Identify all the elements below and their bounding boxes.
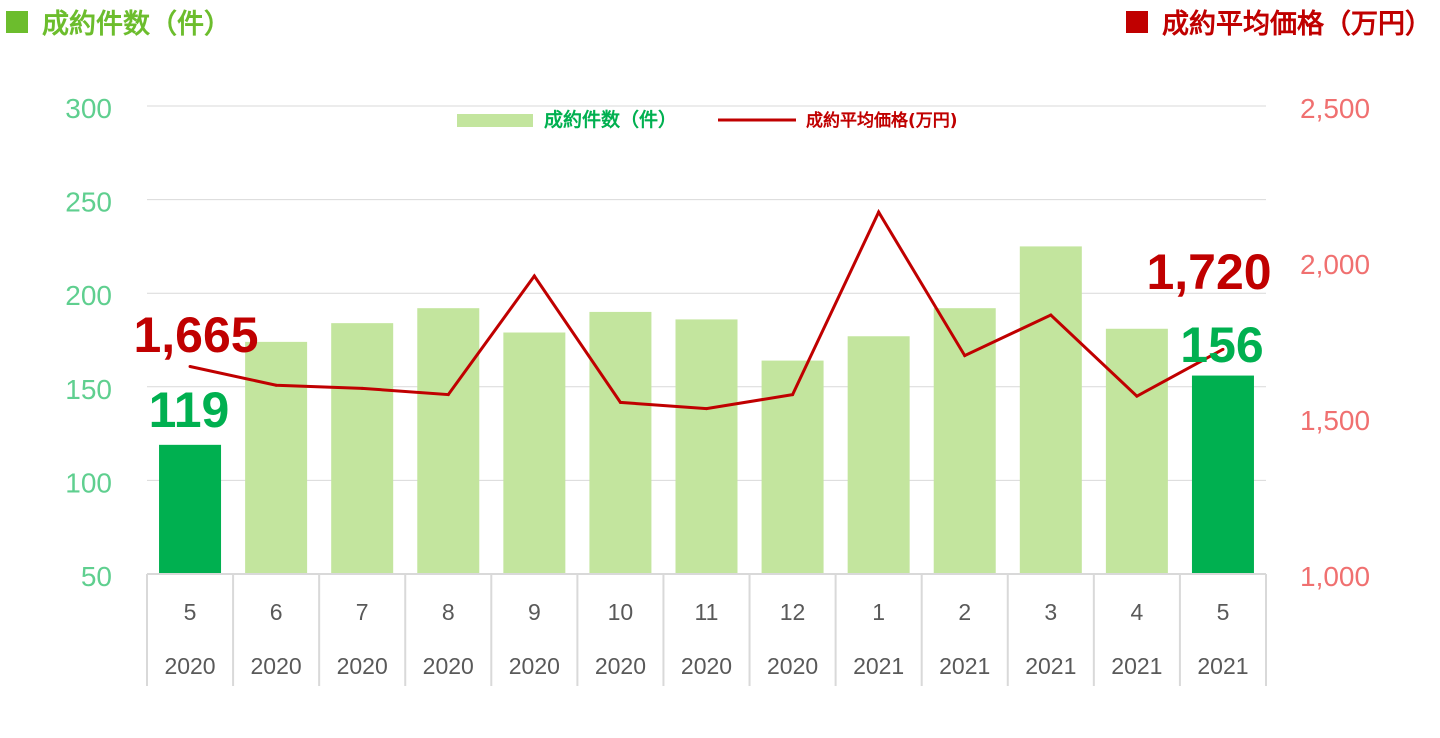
category-year-label: 2021	[853, 653, 904, 679]
bar	[503, 332, 566, 574]
category-year-label: 2020	[164, 653, 215, 679]
right-axis-header-text: 成約平均価格（万円）	[1162, 9, 1432, 40]
price-line-point	[446, 393, 450, 397]
right-axis-tick-label: 2,500	[1300, 93, 1370, 124]
left-axis-tick-label: 150	[65, 374, 112, 405]
left-axis-header-text: 成約件数（件）	[42, 9, 231, 40]
category-month-label: 5	[184, 599, 197, 625]
left-axis-header: 成約件数（件）	[6, 2, 231, 41]
bar	[1105, 328, 1168, 574]
left-axis-tick-label: 100	[65, 467, 112, 498]
legend-bar-label: 成約件数（件）	[544, 108, 677, 131]
category-year-label: 2020	[337, 653, 388, 679]
price-line-point	[1049, 313, 1053, 317]
category-month-label: 9	[528, 599, 541, 625]
bar	[933, 308, 996, 574]
right-axis-tick-label: 1,000	[1300, 561, 1370, 592]
category-year-label: 2020	[251, 653, 302, 679]
category-month-label: 4	[1130, 599, 1143, 625]
bar	[675, 319, 738, 574]
left-axis-tick-label: 300	[65, 93, 112, 124]
category-year-label: 2020	[767, 653, 818, 679]
legend-bar-swatch	[457, 114, 533, 127]
bar	[847, 336, 910, 574]
bar	[417, 308, 480, 574]
bar-highlight	[159, 444, 222, 574]
right-axis-tick-label: 2,000	[1300, 249, 1370, 280]
price-line-point	[618, 400, 622, 404]
annotation-first-count: 119	[149, 382, 230, 438]
category-month-label: 5	[1217, 599, 1230, 625]
category-year-label: 2021	[1197, 653, 1248, 679]
category-month-label: 12	[780, 599, 806, 625]
price-line-point	[963, 354, 967, 358]
category-month-label: 10	[608, 599, 634, 625]
annotation-first-price: 1,665	[133, 307, 258, 363]
left-axis-tick-label: 200	[65, 280, 112, 311]
category-month-label: 1	[872, 599, 885, 625]
price-line-point	[1221, 347, 1225, 351]
category-month-label: 7	[356, 599, 369, 625]
category-year-label: 2020	[509, 653, 560, 679]
left-axis-tick-label: 50	[81, 561, 112, 592]
price-line-point	[274, 383, 278, 387]
category-year-label: 2021	[939, 653, 990, 679]
bar-highlight	[1191, 375, 1254, 574]
bar	[1019, 246, 1082, 574]
bar	[331, 323, 394, 574]
right-axis-header: 成約平均価格（万円）	[1126, 2, 1432, 41]
category-month-label: 3	[1044, 599, 1057, 625]
green-square-icon	[6, 10, 28, 33]
annotation-last-count: 156	[1180, 317, 1263, 373]
category-year-label: 2021	[1025, 653, 1076, 679]
category-year-label: 2021	[1111, 653, 1162, 679]
price-line-point	[877, 210, 881, 214]
category-month-label: 8	[442, 599, 455, 625]
category-year-label: 2020	[595, 653, 646, 679]
category-month-label: 2	[958, 599, 971, 625]
price-line-point	[705, 407, 708, 411]
price-line-point	[791, 393, 795, 397]
legend-line-label: 成約平均価格(万円)	[806, 110, 958, 131]
bar	[589, 311, 652, 574]
annotation-last-price: 1,720	[1146, 244, 1271, 300]
category-month-label: 6	[270, 599, 283, 625]
bar	[761, 360, 824, 574]
price-line-point	[532, 274, 536, 278]
right-axis-tick-label: 1,500	[1300, 405, 1370, 436]
price-line-point	[1135, 394, 1139, 398]
category-year-label: 2020	[681, 653, 732, 679]
category-year-label: 2020	[423, 653, 474, 679]
category-month-label: 11	[695, 599, 719, 625]
price-line-point	[188, 365, 192, 369]
price-line-point	[360, 386, 364, 390]
red-square-icon	[1126, 10, 1148, 33]
left-axis-tick-label: 250	[65, 187, 112, 218]
bar	[245, 341, 308, 574]
